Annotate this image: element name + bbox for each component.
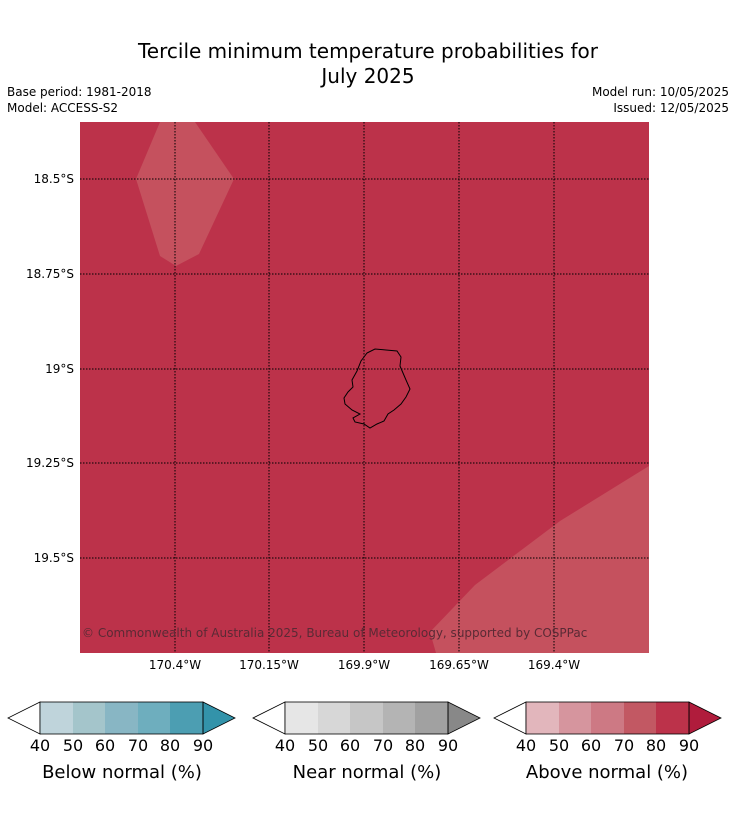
lat-label-19-25: 19.25°S [26,456,74,470]
colorbar-below-normal [7,701,236,735]
colorbar-above-bin-80 [656,702,689,734]
colorbar-near-low-extension [252,701,286,735]
colorbar-near-frame [284,701,449,735]
colorbar-above-tick: 90 [678,736,700,755]
colorbar-near-bin-70 [383,702,415,734]
colorbar-below-frame [39,701,204,735]
colorbar-near-bin-50 [318,702,350,734]
colorbar-near-tick: 60 [339,736,361,755]
colorbar-below-bin-80 [170,702,203,734]
colorbar-above-tick: 70 [613,736,635,755]
colorbar-above-bin-70 [624,702,656,734]
colorbar-below-low-extension [7,701,41,735]
lon-label-169-65: 169.65°W [429,658,489,672]
model-run-text: Model run: 10/05/2025 [591,85,729,99]
colorbar-above-tick: 80 [645,736,667,755]
colorbar-near-bin-80 [415,702,448,734]
colorbar-above-bin-50 [559,702,591,734]
title-line-2: July 2025 [321,64,415,88]
colorbar-above-title: Above normal (%) [525,762,689,783]
map-panel [80,122,649,653]
colorbar-below-high-extension [202,701,236,735]
colorbar-above-bin-40 [526,702,559,734]
colorbar-below-title: Below normal (%) [42,762,202,783]
lon-label-169-4: 169.4°W [527,658,581,672]
colorbar-below-bin-40 [40,702,73,734]
colorbar-above-tick: 60 [580,736,602,755]
colorbar-below-tick: 50 [62,736,84,755]
lon-label-170-15: 170.15°W [239,658,299,672]
lat-label-18-75: 18.75°S [26,267,74,281]
meta-right: Model run: 10/05/2025 Issued: 12/05/2025 [592,84,729,116]
copyright-notice: © Commonwealth of Australia 2025, Bureau… [82,626,588,640]
issued-text: Issued: 12/05/2025 [613,101,729,115]
colorbar-below-bin-70 [138,702,170,734]
model-text: Model: ACCESS-S2 [7,101,119,115]
colorbar-above-bin-60 [591,702,624,734]
colorbar-near-high-extension [447,701,481,735]
lat-label-19: 19°S [45,362,74,376]
colorbar-above-tick: 50 [548,736,570,755]
colorbar-below-bin-60 [105,702,138,734]
colorbar-near-tick: 80 [404,736,426,755]
colorbar-below-bin-50 [73,702,105,734]
colorbar-below-tick: 80 [159,736,181,755]
colorbar-above-high-extension [688,701,722,735]
colorbar-below-tick: 90 [192,736,214,755]
colorbar-above-tick: 40 [515,736,537,755]
colorbar-near-tick: 50 [307,736,329,755]
title-line-1: Tercile minimum temperature probabilitie… [137,39,599,63]
island-niue-outline [343,348,411,429]
lon-label-170-4: 170.4°W [148,658,202,672]
colorbar-near-tick: 70 [372,736,394,755]
colorbar-above-low-extension [493,701,527,735]
colorbar-near-tick: 40 [274,736,296,755]
colorbar-below-tick: 70 [127,736,149,755]
colorbar-near-bin-40 [285,702,318,734]
colorbar-below-tick: 40 [29,736,51,755]
colorbar-near-title: Near normal (%) [292,762,442,783]
probability-patch-southeast [430,466,649,653]
lat-label-19-5: 19.5°S [33,551,74,565]
colorbar-above-normal [493,701,722,735]
colorbar-near-normal [252,701,481,735]
colorbar-above-frame [525,701,690,735]
colorbar-below-tick: 60 [94,736,116,755]
probability-patch-northwest [136,122,234,266]
gridlines [80,122,649,653]
lon-label-169-9: 169.9°W [337,658,391,672]
lat-label-18-5: 18.5°S [33,172,74,186]
map-title: Tercile minimum temperature probabilitie… [0,39,736,89]
colorbar-near-tick: 90 [437,736,459,755]
base-period-text: Base period: 1981-2018 [7,85,152,99]
colorbar-near-bin-60 [350,702,383,734]
meta-left: Base period: 1981-2018 Model: ACCESS-S2 [7,84,152,116]
